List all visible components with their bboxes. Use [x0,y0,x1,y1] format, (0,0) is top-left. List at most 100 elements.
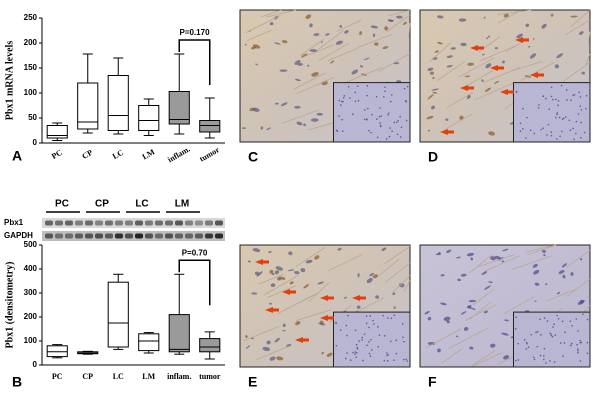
blot-band [165,220,173,226]
inset-cell [406,85,409,88]
nucleus [488,131,495,136]
nucleus [309,49,318,53]
fiber [510,60,543,72]
inset-cell [368,326,370,329]
blot-band [215,220,223,226]
nucleus [481,53,485,56]
nucleus [486,37,489,40]
nucleus [426,115,434,120]
inset-cell [542,127,545,130]
inset-cell [561,118,564,120]
nucleus [297,63,303,66]
inset-cell [525,348,528,350]
inset-cell [366,118,368,120]
inset-cell [377,326,379,328]
inset-cell [396,133,399,136]
nucleus [295,321,301,326]
inset-cell [386,352,388,354]
nucleus [427,67,434,71]
nucleus [260,126,264,130]
nucleus [484,285,491,290]
fiber [564,19,591,36]
nucleus [266,127,271,131]
blot-band [195,220,203,226]
inset-cell [515,359,517,362]
inset-cell [545,362,547,364]
nucleus [556,53,564,59]
inset-cell [335,344,338,347]
blot-strip [42,218,225,228]
inset-cell [369,355,372,357]
inset-cell [562,355,564,358]
nucleus [296,121,303,126]
inset-cell [578,91,580,94]
inset-cell [575,120,578,123]
blot-band [75,233,83,239]
x-tick-label: tumor [199,372,221,381]
fiber [317,30,344,50]
nucleus [443,316,451,321]
inset-cell [577,330,579,332]
nucleus [398,283,405,288]
inset-cell [338,99,341,102]
inset-cell [565,89,568,91]
nucleus [562,274,566,279]
nucleus [384,26,389,31]
inset-cell [579,96,582,98]
fiber [293,72,326,90]
nucleus [502,60,505,64]
y-tick-label: 400 [24,264,38,273]
fiber [327,47,359,62]
arrow [282,289,296,295]
inset-cell [577,349,579,352]
inset-cell [543,355,545,357]
nucleus [459,115,464,120]
y-tick-label: 250 [24,13,38,22]
inset-cell [551,335,554,338]
arrow [470,45,484,51]
x-tick-label: inflam. [166,144,191,164]
nucleus [468,299,477,303]
inset-cell [357,99,360,102]
nucleus [466,252,474,257]
blot-band [185,233,193,239]
nucleus [427,94,434,100]
nucleus [578,31,584,35]
inset-cell [553,361,556,363]
bracket [178,39,211,85]
inset-cell [546,320,549,322]
inset-cell [585,107,587,110]
inset-cell [401,323,404,325]
nucleus [437,348,441,353]
blot-row-label: Pbx1 [4,218,24,227]
nucleus [460,42,467,47]
x-tick-label: PC [50,148,64,161]
inset-cell [577,348,579,350]
nucleus [274,42,281,45]
inset-cell [555,98,557,101]
nucleus [382,46,389,50]
fiber [425,328,462,349]
inset-cell [369,315,372,317]
blot-band [175,220,183,226]
inset-cell [525,341,528,344]
nucleus [245,335,248,339]
inset-cell [577,113,580,115]
inset-cell [354,91,357,94]
inset-cell [383,359,386,362]
inset-cell [540,128,543,131]
nucleus [247,260,251,263]
nucleus [359,31,363,36]
nucleus [330,60,335,64]
fiber [276,294,315,315]
inset-cell [402,336,404,339]
inset-cell [560,130,563,133]
fiber [391,275,411,294]
fiber [468,254,493,274]
nucleus [318,322,326,326]
inset-cell [354,100,357,103]
inset-cell [376,118,378,120]
inset-cell [514,328,517,330]
nucleus [525,23,530,27]
inset-cell [366,94,369,97]
